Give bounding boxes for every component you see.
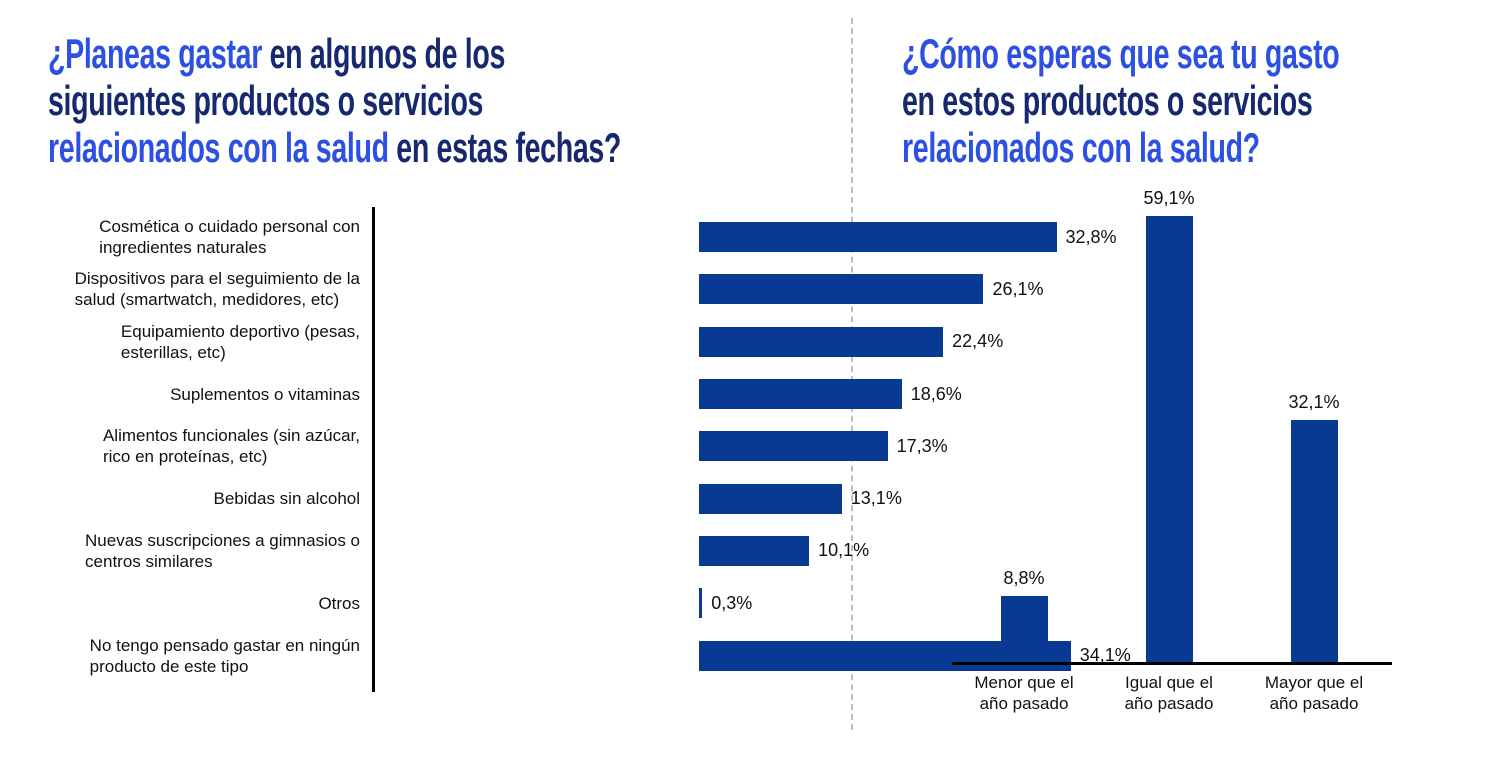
- value-label: 26,1%: [992, 278, 1044, 299]
- category-label: Dispositivos para el seguimiento de la sa…: [48, 268, 372, 310]
- bar-track: 0,3%: [696, 588, 860, 619]
- right-chart-plot-area: 8,8% 59,1% 32,1%: [952, 185, 1392, 665]
- category-label-text: Equipamiento deportivo (pesas, esterillas…: [120, 321, 360, 362]
- bar: [699, 431, 888, 462]
- bar-row: Dispositivos para el seguimiento de la sa…: [48, 263, 1044, 315]
- category-label-text: Suplementos o vitaminas: [170, 384, 360, 404]
- category-label-text: Dispositivos para el seguimiento de la sa…: [74, 269, 360, 310]
- title-segment-accent: ¿Cómo esperas que sea tu gasto: [902, 30, 1340, 77]
- title-line: ¿Planeas gastar en algunos de los: [48, 30, 621, 77]
- value-label: 59,1%: [1143, 187, 1195, 208]
- bar-track: 32,8%: [696, 222, 1117, 253]
- divider-line: [851, 18, 853, 730]
- right-chart-category-labels: Menor que el año pasado Igual que el año pa…: [952, 672, 1392, 722]
- category-label: Otros: [48, 593, 372, 614]
- bar-row: Otros 0,3%: [48, 577, 860, 629]
- bar-row: Suplementos o vitaminas 18,6%: [48, 368, 962, 420]
- title-line: siguientes productos o servicios: [48, 77, 621, 124]
- value-label: 10,1%: [818, 540, 870, 561]
- category-label: No tengo pensado gastar en ningún product…: [48, 635, 372, 677]
- title-segment-navy: en estos productos o servicios: [902, 77, 1313, 124]
- category-label-text: Nuevas suscripciones a gimnasios o centro…: [85, 530, 360, 571]
- bar: [699, 483, 842, 514]
- bar-row: Cosmética o cuidado personal con ingredie…: [48, 211, 1116, 263]
- value-label: 13,1%: [850, 488, 902, 509]
- category-label: Equipamiento deportivo (pesas, esterillas…: [48, 321, 372, 363]
- category-label: Menor que el año pasado: [974, 673, 1074, 713]
- title-segment-navy: en estas fechas?: [388, 124, 622, 171]
- bar: [1000, 595, 1048, 662]
- left-chart-y-axis-line: [372, 207, 375, 692]
- category-label: Igual que el año pasado: [1124, 673, 1214, 713]
- bar-row: Equipamiento deportivo (pesas, esterillas…: [48, 316, 1003, 368]
- bar-track: 10,1%: [696, 535, 870, 566]
- right-chart-x-axis-line: [952, 662, 1392, 665]
- category-label: Mayor que el año pasado: [1264, 673, 1364, 713]
- category-label: Alimentos funcionales (sin azúcar, rico e…: [48, 425, 372, 467]
- right-chart-title: ¿Cómo esperas que sea tu gasto en estos p…: [902, 30, 1340, 171]
- category-label: Cosmética o cuidado personal con ingredie…: [48, 216, 372, 258]
- value-label: 17,3%: [896, 435, 948, 456]
- value-label: 8,8%: [1003, 567, 1045, 588]
- title-line: en estos productos o servicios: [902, 77, 1339, 124]
- value-label: 22,4%: [952, 331, 1004, 352]
- left-chart-title: ¿Planeas gastar en algunos de los siguien…: [48, 30, 621, 171]
- category-label-text: Alimentos funcionales (sin azúcar, rico e…: [102, 426, 360, 467]
- value-label: 18,6%: [910, 383, 962, 404]
- bar-row: No tengo pensado gastar en ningún product…: [48, 629, 1131, 681]
- bar-track: 22,4%: [696, 326, 1004, 357]
- title-line: relacionados con la salud en estas fecha…: [48, 124, 621, 171]
- title-line: ¿Cómo esperas que sea tu gasto: [902, 30, 1340, 77]
- bar: [699, 379, 902, 410]
- bar-row: Bebidas sin alcohol 13,1%: [48, 472, 902, 524]
- title-segment-accent: relacionados con la salud: [48, 124, 389, 171]
- title-segment-navy: en algunos de los: [261, 30, 506, 77]
- bar-track: 18,6%: [696, 379, 962, 410]
- bar-track: 17,3%: [696, 431, 948, 462]
- value-label: 0,3%: [711, 592, 753, 613]
- value-label: 32,8%: [1065, 226, 1117, 247]
- category-label: Nuevas suscripciones a gimnasios o centro…: [48, 530, 372, 572]
- bar: [699, 326, 944, 357]
- bar-row: Alimentos funcionales (sin azúcar, rico e…: [48, 420, 948, 472]
- bar: [1145, 215, 1193, 662]
- category-label: Bebidas sin alcohol: [48, 488, 372, 509]
- value-label: 32,1%: [1288, 391, 1340, 412]
- title-segment-navy: siguientes productos o servicios: [48, 77, 484, 124]
- category-label-text: Cosmética o cuidado personal con ingredie…: [99, 217, 360, 258]
- bar: [699, 274, 984, 305]
- bar: [699, 222, 1057, 253]
- title-line: relacionados con la salud?: [902, 124, 1339, 171]
- bar-track: 26,1%: [696, 274, 1044, 305]
- bar-track: 13,1%: [696, 483, 902, 514]
- bar: [699, 588, 703, 619]
- category-label-text: Otros: [318, 593, 360, 613]
- bar: [1290, 419, 1338, 662]
- title-segment-accent: ¿Planeas gastar: [48, 30, 262, 77]
- bar-row: Nuevas suscripciones a gimnasios o centro…: [48, 525, 869, 577]
- category-label-text: No tengo pensado gastar en ningún product…: [89, 635, 360, 676]
- title-segment-accent: relacionados con la salud?: [902, 124, 1260, 171]
- left-chart-plot-area: Cosmética o cuidado personal con ingredie…: [48, 211, 1131, 682]
- value-label: 34,1%: [1079, 645, 1131, 666]
- category-label: Suplementos o vitaminas: [48, 384, 372, 405]
- category-label-text: Bebidas sin alcohol: [213, 489, 360, 509]
- bar: [699, 535, 810, 566]
